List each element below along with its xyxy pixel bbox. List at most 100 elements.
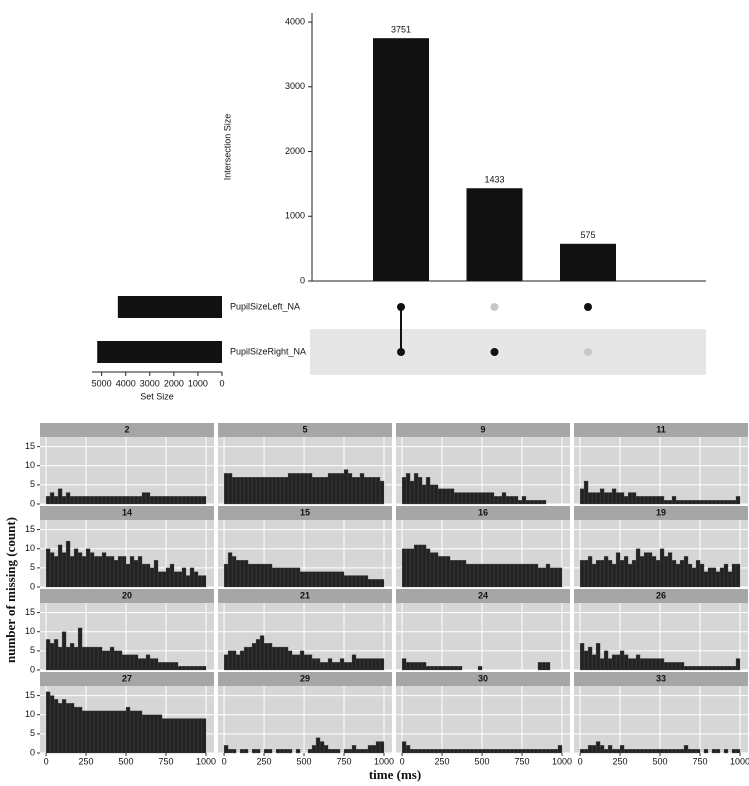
histogram-bar <box>421 544 427 588</box>
x-tick-label: 1000 <box>730 756 749 766</box>
histogram-bar <box>173 496 179 505</box>
histogram-bar <box>153 496 159 505</box>
histogram-bar <box>247 646 253 671</box>
histogram-bar <box>201 575 207 588</box>
histogram-bar <box>413 473 419 505</box>
histogram-bar <box>275 646 281 671</box>
histogram-bar <box>647 552 653 588</box>
histogram-bar <box>129 654 135 671</box>
histogram-bar <box>161 718 167 754</box>
histogram-bar <box>133 654 139 671</box>
histogram-bar <box>469 492 475 505</box>
histogram-bar <box>715 749 721 754</box>
histogram-bar <box>437 556 443 588</box>
histogram-bar <box>53 496 59 505</box>
histogram-bar <box>453 492 459 505</box>
histogram-bar <box>113 560 119 588</box>
histogram-bar <box>611 654 617 671</box>
histogram-bar <box>367 477 373 505</box>
matrix-dot <box>397 303 405 311</box>
histogram-bar <box>643 749 649 754</box>
histogram-bar <box>251 563 257 588</box>
histogram-bar <box>125 706 131 754</box>
histogram-bar <box>461 560 467 588</box>
histogram-bar <box>485 563 491 588</box>
histogram-bar <box>655 749 661 754</box>
histogram-bar <box>671 749 677 754</box>
histogram-bar <box>727 571 733 588</box>
histogram-bar <box>327 658 333 671</box>
histogram-bar <box>303 473 309 505</box>
histogram-bar <box>409 548 415 588</box>
histogram-bar <box>643 658 649 671</box>
histogram-bar <box>291 473 297 505</box>
histogram-bar <box>231 650 237 671</box>
histogram-bar <box>683 745 689 754</box>
histogram-bar <box>85 548 91 588</box>
histogram-bar <box>65 492 71 505</box>
strip <box>40 672 214 686</box>
matrix-dot <box>490 303 499 311</box>
histogram-bar <box>703 749 709 754</box>
histogram-bar <box>723 500 729 505</box>
histogram-bar <box>97 710 103 754</box>
histogram-bar <box>335 571 341 588</box>
histogram-bar <box>719 500 725 505</box>
histogram-bar <box>137 556 143 588</box>
histogram-bar <box>663 749 669 754</box>
histogram-bar <box>517 500 523 505</box>
strip-label: 16 <box>478 507 488 517</box>
set-x-tick-label: 4000 <box>116 378 136 388</box>
x-tick-label: 1000 <box>196 756 216 766</box>
histogram-bar <box>45 496 51 505</box>
histogram-bar <box>267 749 273 754</box>
histogram-bar <box>493 563 499 588</box>
histogram-bar <box>89 496 95 505</box>
histogram-bar <box>683 666 689 671</box>
histogram-bar <box>707 567 713 588</box>
histogram-bar <box>607 658 613 671</box>
strip-label: 27 <box>122 673 132 683</box>
histogram-bar <box>193 571 199 588</box>
histogram-bar <box>105 650 111 671</box>
y-tick-label: 5 <box>30 562 35 572</box>
histogram-bar <box>579 749 585 754</box>
histogram-bar <box>77 496 83 505</box>
histogram-bar <box>307 749 313 754</box>
histogram-bar <box>45 691 51 754</box>
histogram-bar <box>603 492 609 505</box>
histogram-bar <box>311 658 317 671</box>
histogram-bar <box>611 749 617 754</box>
histogram-bar <box>449 560 455 588</box>
set-name: PupilSizeLeft_NA <box>230 301 300 311</box>
histogram-bar <box>193 666 199 671</box>
histogram-bar <box>667 500 673 505</box>
histogram-bar <box>433 484 439 505</box>
histogram-bar <box>375 658 381 671</box>
matrix-dot <box>584 348 592 356</box>
histogram-bar <box>165 718 171 754</box>
histogram-bar <box>533 563 539 588</box>
histogram-bar <box>339 571 345 588</box>
histogram-bar <box>723 563 729 588</box>
histogram-bar <box>259 477 265 505</box>
histogram-bar <box>525 500 531 505</box>
histogram-bar <box>197 575 203 588</box>
histogram-bar <box>429 749 435 754</box>
histogram-bar <box>299 473 305 505</box>
y-tick-label: 15 <box>25 690 35 700</box>
histogram-bar <box>509 749 515 754</box>
histogram-bar <box>587 745 593 754</box>
x-tick-label: 750 <box>693 756 708 766</box>
histogram-bar <box>287 749 293 754</box>
histogram-bar <box>263 749 269 754</box>
histogram-bar <box>545 749 551 754</box>
histogram-bar <box>367 745 373 754</box>
histogram-bar <box>339 473 345 505</box>
histogram-bar <box>263 563 269 588</box>
x-tick-label: 750 <box>159 756 174 766</box>
histogram-bar <box>409 749 415 754</box>
histogram-bar <box>311 745 317 754</box>
histogram-bar <box>227 650 233 671</box>
histogram-bar <box>441 556 447 588</box>
